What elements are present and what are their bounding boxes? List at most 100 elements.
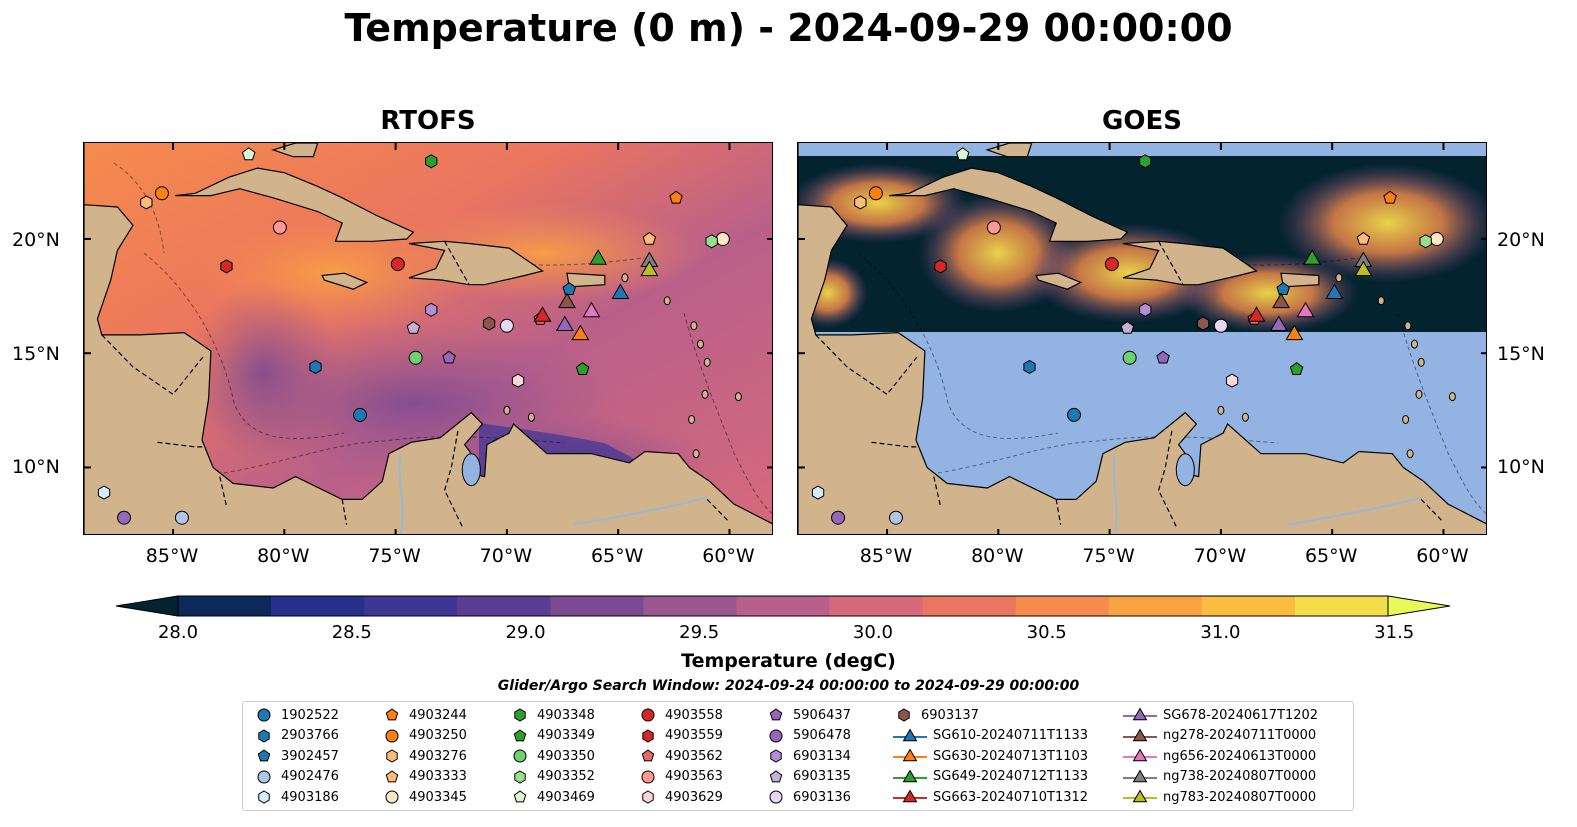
marker-4903348: [1139, 154, 1152, 169]
island: [527, 412, 535, 422]
marker-4903349: [575, 362, 590, 375]
colorbar-tick-label: 29.5: [679, 622, 720, 643]
legend-entry: SG663-20240710T1312: [893, 788, 1088, 806]
marker-ng278-20240711T0000: [1272, 292, 1290, 309]
legend-entry: ng278-20240711T0000: [1123, 727, 1316, 745]
colorbar-tick-label: 30.0: [852, 622, 894, 643]
marker-4903244: [669, 190, 683, 204]
legend-marker: [1123, 789, 1157, 803]
marker-2903766: [309, 359, 322, 374]
legend-entry: ng656-20240613T0000: [1123, 747, 1316, 765]
country-border: [219, 476, 228, 507]
legend-label: 6903136: [793, 789, 851, 805]
legend-label: 4903333: [409, 769, 467, 784]
legend-label: 4903629: [665, 789, 723, 805]
marker-4903563: [272, 220, 287, 235]
country-border: [1157, 430, 1177, 528]
lon-label: 75°W: [368, 545, 421, 567]
island: [692, 449, 700, 459]
legend-entry: 6903135: [765, 768, 851, 786]
lon-label: 80°W: [971, 545, 1024, 567]
legend-marker: [385, 790, 399, 804]
island: [1417, 357, 1425, 367]
marker-SG678-20240617T1202: [555, 315, 574, 331]
legend-label: 5906437: [793, 707, 851, 723]
legend-label: 1902522: [281, 707, 339, 723]
marker-SG663-20240710T1312: [533, 306, 552, 322]
legend-entry: 5906478: [765, 727, 851, 745]
marker-SG649-20240712T1133: [1303, 249, 1322, 265]
island: [1402, 415, 1410, 424]
marker-ng656-20240613T0000: [1296, 301, 1315, 318]
river: [573, 496, 708, 526]
legend-marker: [769, 769, 783, 782]
legend-marker: [1123, 707, 1157, 721]
search-window-note: Glider/Argo Search Window: 2024-09-24 00…: [497, 678, 1080, 694]
marker-4903350: [1122, 350, 1137, 365]
marker-4903345: [715, 231, 730, 246]
legend-entry: 4903244: [381, 706, 467, 724]
legend-label: 2903766: [281, 728, 339, 743]
island: [1415, 389, 1423, 399]
country-border: [1158, 241, 1184, 285]
legend-label: 4903276: [409, 748, 467, 764]
colorbar-segment: [1108, 596, 1203, 616]
legend-marker: [769, 708, 783, 721]
legend-marker: [257, 749, 271, 762]
marker-4903348: [425, 154, 438, 169]
country-border: [1420, 498, 1444, 523]
legend-marker: [258, 728, 270, 743]
colorbar-title: Temperature (degC): [681, 650, 896, 672]
river: [398, 453, 404, 534]
land-mass: [985, 143, 1033, 158]
legend-label: 4903348: [537, 707, 595, 723]
island: [1335, 273, 1343, 283]
colorbar-tick-label: 31.0: [1200, 622, 1241, 643]
legend-entry: 2903766: [253, 727, 339, 745]
marker-ng656-20240613T0000: [582, 301, 601, 318]
legend-label: 4903558: [665, 707, 723, 723]
legend-entry: ng738-20240807T0000: [1123, 768, 1316, 786]
marker-SG630-20240713T1103: [571, 324, 590, 341]
marker-3902457: [562, 282, 576, 295]
legend-label: 6903137: [921, 707, 979, 723]
legend-label: 4903350: [537, 748, 595, 764]
marker-6903137: [483, 316, 496, 331]
land-mass: [1122, 240, 1258, 286]
marker-6903134: [425, 302, 438, 317]
marker-4903563: [986, 220, 1001, 235]
marker-5906478: [117, 510, 132, 525]
country-border: [815, 334, 919, 396]
country-border: [871, 441, 919, 448]
marker-SG649-20240712T1133: [589, 249, 608, 265]
marker-4903186: [811, 485, 825, 500]
legend-entry: 4903559: [637, 727, 723, 745]
legend-label: 6903134: [793, 748, 851, 764]
marker-4903333: [1356, 231, 1371, 245]
legend-entry: ng783-20240807T0000: [1123, 788, 1316, 806]
marker-4903333: [642, 231, 657, 245]
panel-title-goes: GOES: [1102, 106, 1182, 136]
legend-marker: [257, 708, 271, 722]
land-mass: [175, 167, 415, 242]
marker-4903629: [1225, 373, 1239, 388]
marker-5906437: [442, 350, 456, 364]
marker-4903352: [705, 234, 718, 249]
lon-label: 75°W: [1082, 545, 1135, 567]
legend-marker: [898, 708, 910, 722]
legend-entry: 4903563: [637, 768, 723, 786]
legend-label: 4903345: [409, 789, 467, 805]
island: [621, 273, 629, 283]
marker-4903350: [408, 350, 423, 365]
marker-5906437: [1156, 350, 1170, 364]
marker-4902476: [888, 510, 903, 525]
marker-2903766: [1023, 359, 1036, 374]
marker-ng278-20240711T0000: [558, 292, 576, 309]
island: [1217, 405, 1225, 415]
legend-entry: 1902522: [253, 706, 339, 724]
legend-marker: [513, 749, 527, 763]
country-border: [444, 241, 470, 285]
colorbar-segment: [1201, 596, 1296, 616]
island: [1406, 449, 1414, 459]
rtofs-map-canvas: [84, 143, 772, 534]
